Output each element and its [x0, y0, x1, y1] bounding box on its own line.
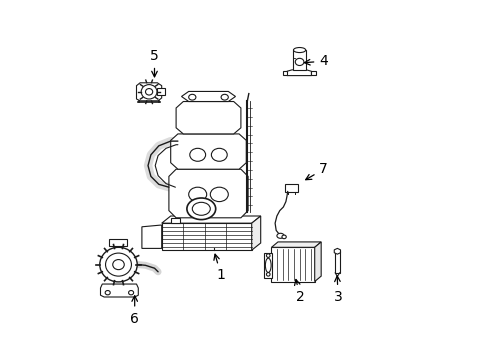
- Polygon shape: [109, 239, 127, 246]
- Polygon shape: [101, 284, 138, 297]
- Polygon shape: [334, 248, 340, 254]
- Ellipse shape: [293, 48, 305, 53]
- Polygon shape: [162, 216, 260, 223]
- Polygon shape: [282, 71, 286, 75]
- Polygon shape: [176, 102, 241, 134]
- Polygon shape: [181, 91, 235, 102]
- Polygon shape: [271, 242, 321, 247]
- Polygon shape: [271, 247, 314, 282]
- Ellipse shape: [105, 253, 131, 276]
- Ellipse shape: [210, 187, 228, 202]
- Ellipse shape: [186, 198, 215, 220]
- Ellipse shape: [265, 258, 270, 273]
- Polygon shape: [251, 216, 260, 250]
- Ellipse shape: [105, 291, 110, 295]
- Ellipse shape: [189, 148, 205, 161]
- Polygon shape: [168, 169, 247, 218]
- Polygon shape: [170, 218, 179, 223]
- Polygon shape: [311, 71, 315, 75]
- Text: 2: 2: [294, 279, 304, 304]
- Ellipse shape: [100, 247, 137, 282]
- Text: 4: 4: [304, 54, 327, 68]
- Text: 5: 5: [150, 49, 159, 77]
- Text: 7: 7: [305, 162, 327, 180]
- Bar: [157, 88, 165, 95]
- Bar: [335, 251, 339, 273]
- Ellipse shape: [188, 187, 206, 202]
- Polygon shape: [136, 83, 162, 101]
- Ellipse shape: [128, 291, 133, 295]
- Text: 1: 1: [213, 254, 225, 282]
- Polygon shape: [286, 70, 311, 76]
- Ellipse shape: [188, 94, 196, 100]
- Ellipse shape: [266, 273, 269, 276]
- Ellipse shape: [221, 94, 228, 100]
- Ellipse shape: [113, 260, 124, 270]
- Ellipse shape: [145, 89, 152, 95]
- Polygon shape: [314, 242, 321, 282]
- Ellipse shape: [141, 85, 157, 99]
- Ellipse shape: [266, 254, 269, 257]
- Bar: [293, 50, 305, 70]
- Polygon shape: [162, 223, 251, 250]
- Text: 3: 3: [333, 276, 342, 304]
- Ellipse shape: [192, 202, 210, 215]
- Ellipse shape: [282, 235, 285, 239]
- Polygon shape: [170, 134, 246, 169]
- Polygon shape: [142, 225, 162, 248]
- Ellipse shape: [295, 58, 303, 66]
- Ellipse shape: [276, 233, 284, 238]
- Text: 6: 6: [130, 296, 139, 325]
- Ellipse shape: [211, 148, 227, 161]
- Bar: [264, 253, 272, 278]
- Bar: [284, 184, 298, 192]
